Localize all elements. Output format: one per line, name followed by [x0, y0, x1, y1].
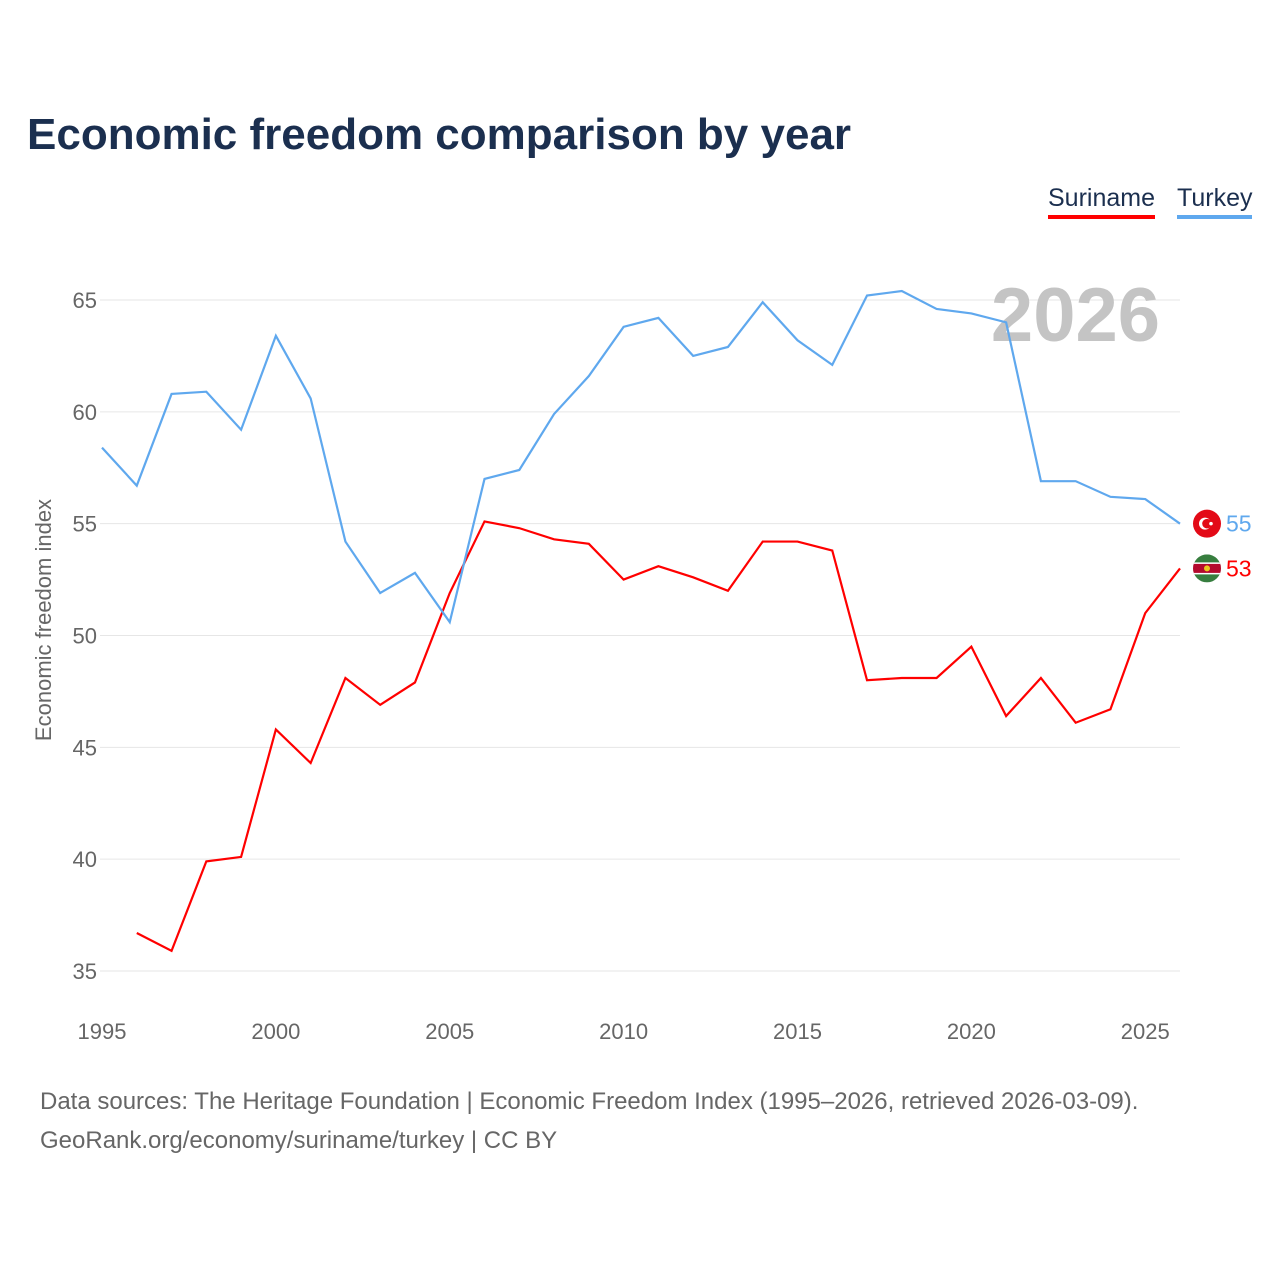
- y-tick-label: 45: [73, 735, 97, 760]
- y-axis-label: Economic freedom index: [31, 499, 56, 741]
- y-tick-label: 35: [73, 959, 97, 984]
- y-tick-label: 40: [73, 847, 97, 872]
- year-watermark: 2026: [991, 273, 1160, 358]
- series-line-turkey: [101, 289, 1181, 625]
- flag-suriname-icon: [1193, 554, 1221, 583]
- line-chart: 35 40 45 50 55 60 65 1995 2000 2005 2010 2015 2020 20…: [31, 273, 1252, 1044]
- end-value-label: 53: [1226, 555, 1252, 581]
- source-text: Data sources: The Heritage Foundation | …: [40, 1088, 1139, 1115]
- source-link[interactable]: GeoRank.org/economy/suriname/turkey | CC…: [40, 1127, 558, 1154]
- x-tick-label: 2020: [947, 1019, 996, 1044]
- y-tick-label: 60: [73, 400, 97, 425]
- y-tick-label: 65: [73, 288, 97, 313]
- x-tick-label: 2010: [599, 1019, 648, 1044]
- flag-turkey-icon: [1193, 509, 1221, 538]
- x-tick-label: 2000: [251, 1019, 300, 1044]
- end-value-label: 55: [1226, 511, 1252, 537]
- legend-item-turkey[interactable]: Turkey: [1177, 184, 1253, 219]
- chart-title: Economic freedom comparison by year: [27, 110, 852, 159]
- x-tick-label: 2025: [1121, 1019, 1170, 1044]
- y-tick-label: 50: [73, 624, 97, 649]
- x-tick-label: 2015: [773, 1019, 822, 1044]
- x-tick-label: 1995: [78, 1019, 127, 1044]
- x-tick-label: 2005: [425, 1019, 474, 1044]
- legend-item-suriname[interactable]: Suriname: [1048, 184, 1155, 219]
- series-line-suriname: [136, 520, 1181, 953]
- y-tick-label: 55: [73, 512, 97, 537]
